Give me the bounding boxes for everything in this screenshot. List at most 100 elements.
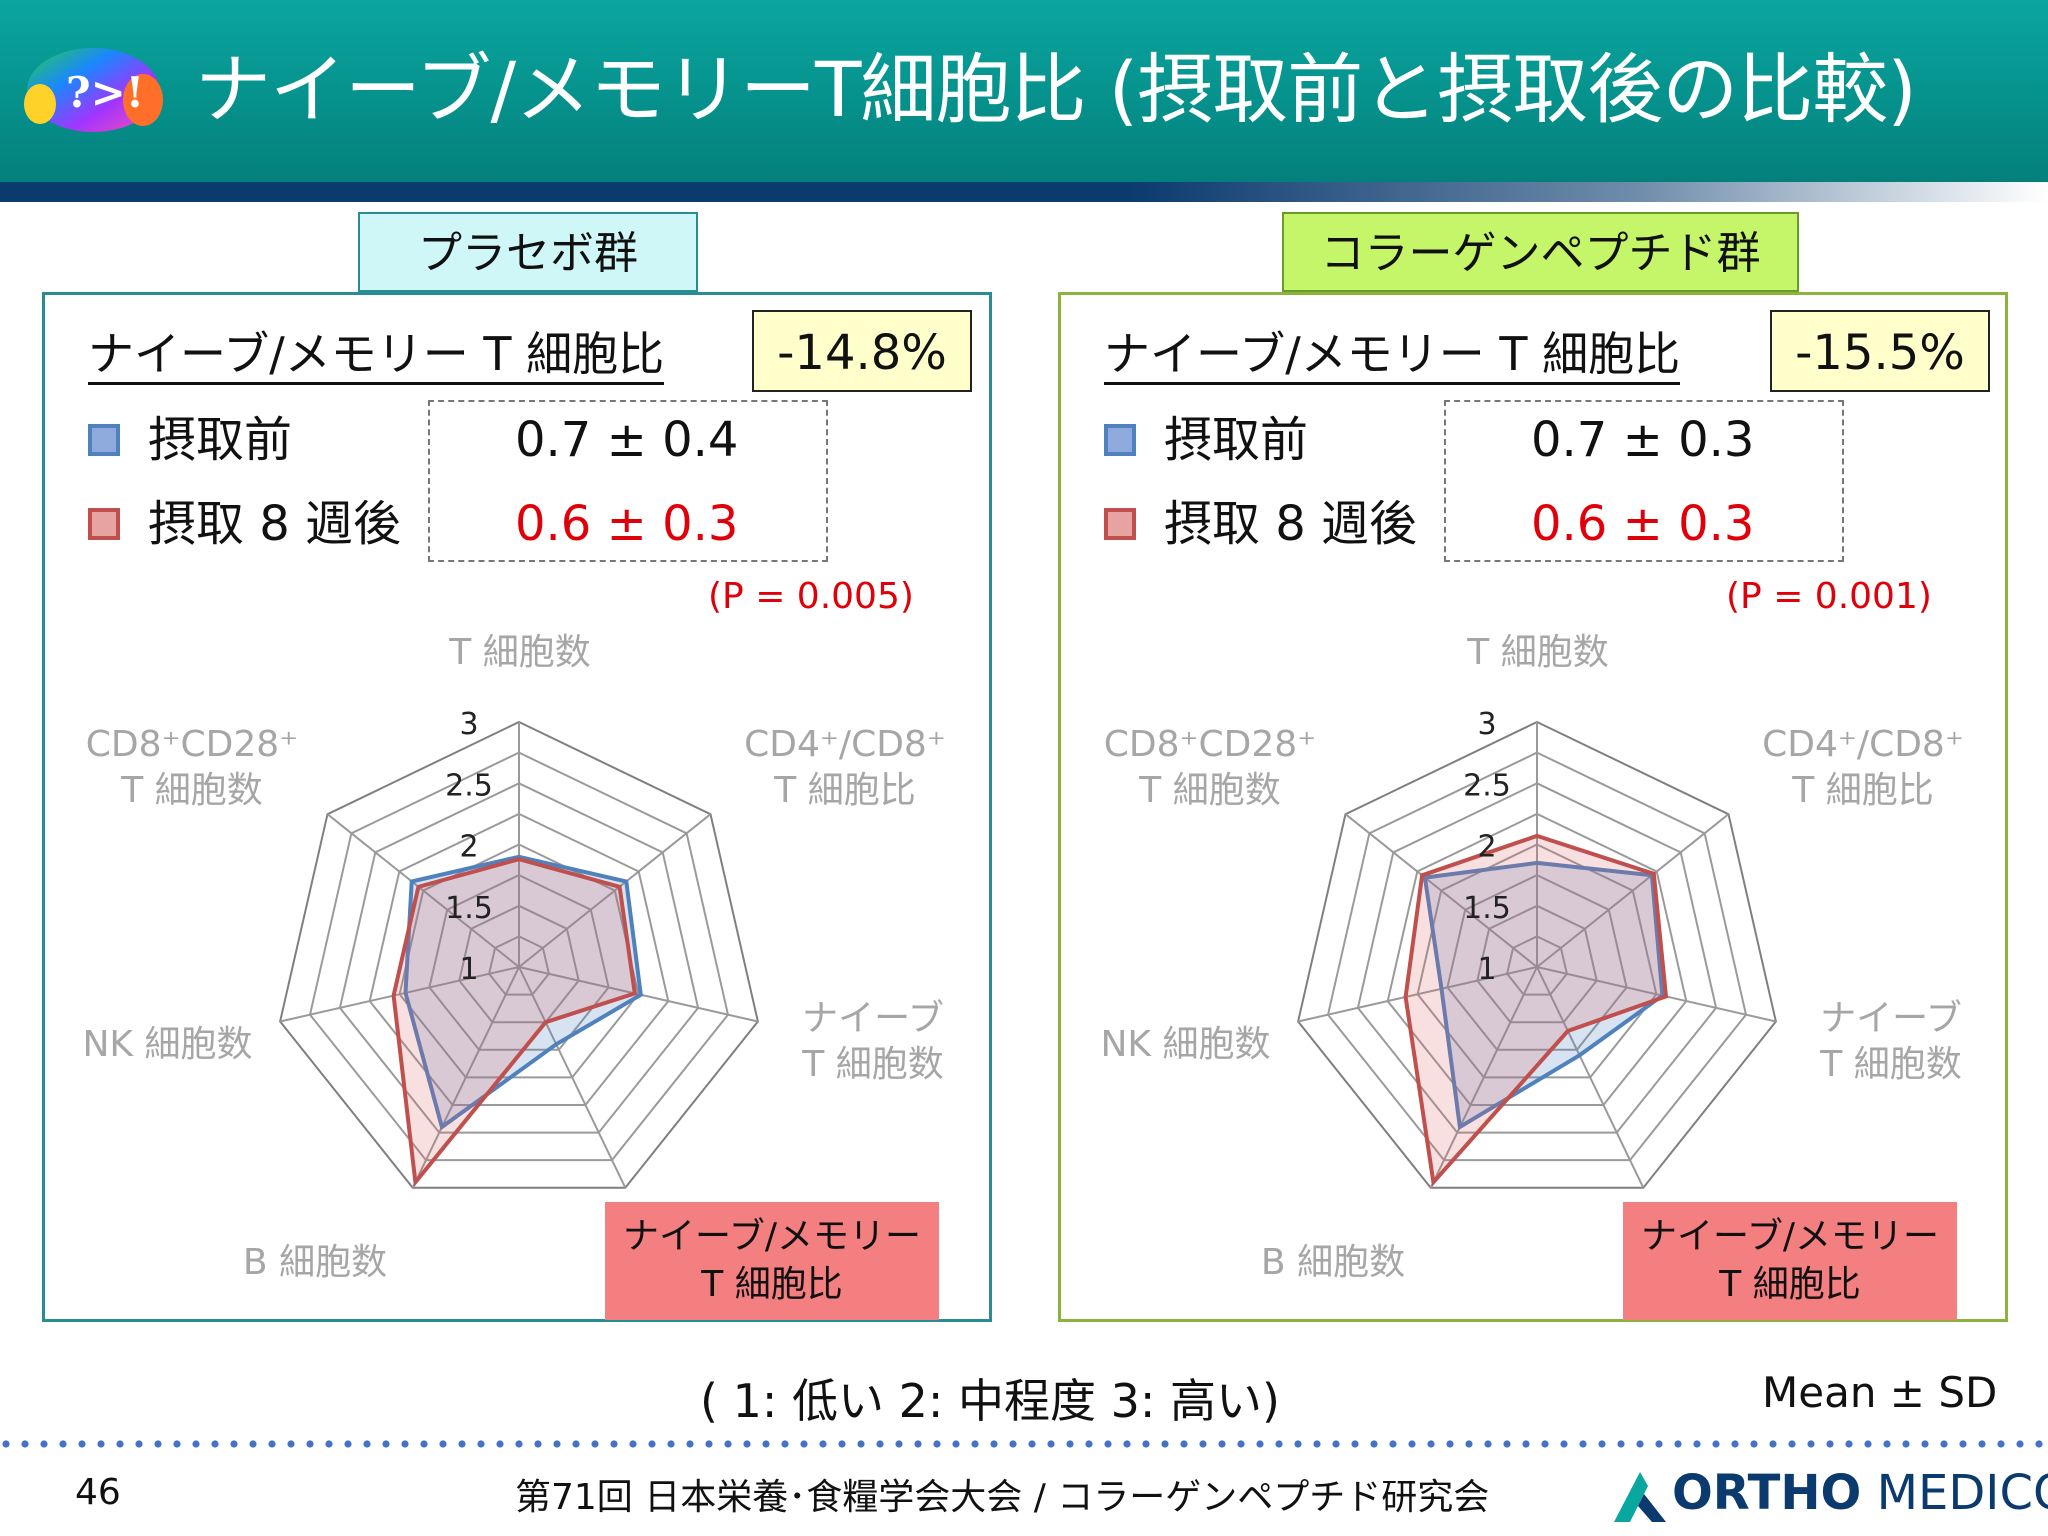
- divider-dot: [116, 1440, 124, 1448]
- radar-grid-ring: [428, 873, 610, 1051]
- divider-dot: [1009, 1440, 1017, 1448]
- radar-grid-ring: [458, 904, 580, 1024]
- divider-dot: [572, 1440, 580, 1448]
- divider-dot: [1883, 1440, 1891, 1448]
- radar-grid-ring: [488, 935, 550, 996]
- series-after-polygon: [391, 857, 638, 1188]
- radar-spoke: [1429, 966, 1538, 1189]
- divider-dot: [1541, 1440, 1549, 1448]
- divider-dot: [952, 1440, 960, 1448]
- radar-grid-ring: [1326, 751, 1748, 1162]
- divider-dot: [800, 1440, 808, 1448]
- divider-dot: [1104, 1440, 1112, 1448]
- divider-dot: [515, 1440, 523, 1448]
- divider-dot: [1180, 1440, 1188, 1448]
- axis-label-nk-cells: NK 細胞数: [82, 1024, 253, 1065]
- divider-dot: [1465, 1440, 1473, 1448]
- divider-dot: [629, 1440, 637, 1448]
- legend-before-swatch: [1104, 424, 1136, 456]
- divider-dot: [1750, 1440, 1758, 1448]
- brand-logo: ORTHO MEDICO: [1608, 1458, 2048, 1528]
- divider-dot: [401, 1440, 409, 1448]
- divider-dot: [1161, 1440, 1169, 1448]
- divider-dot: [1199, 1440, 1207, 1448]
- divider-dot: [325, 1440, 333, 1448]
- radar-spoke: [326, 813, 520, 968]
- divider-dot: [363, 1440, 371, 1448]
- divider-dot: [971, 1440, 979, 1448]
- collagen-after-value: 0.6 ± 0.3: [1531, 496, 1755, 552]
- divider-dot: [420, 1440, 428, 1448]
- radar-grid-ring: [338, 782, 700, 1134]
- header-accent-bar: [0, 182, 2048, 202]
- legend-after-swatch: [88, 508, 120, 540]
- axis-label-t-cells: T 細胞数: [1467, 632, 1609, 673]
- axis-label-naive: ナイーブ T 細胞数: [802, 998, 944, 1085]
- divider-dot: [1028, 1440, 1036, 1448]
- radar-grid-ring: [1476, 904, 1598, 1024]
- radar-grid-ring: [1297, 720, 1777, 1189]
- series-after-polygon: [1403, 833, 1669, 1187]
- radar-grid-ring: [279, 720, 759, 1189]
- divider-dot: [1921, 1440, 1929, 1448]
- divider-dot: [78, 1440, 86, 1448]
- radar-spoke: [1536, 966, 1645, 1189]
- radar-spoke: [1536, 966, 1777, 1023]
- brand-name-ortho: ORTHO: [1672, 1465, 1862, 1521]
- collagen-ratio-title: ナイーブ/メモリー T 細胞比: [1104, 326, 1681, 385]
- placebo-change-badge: -14.8%: [752, 310, 972, 392]
- divider-dot: [1560, 1440, 1568, 1448]
- radar-tick-label: 2.5: [1463, 768, 1511, 803]
- radar-spoke: [279, 966, 520, 1023]
- divider-dot: [1845, 1440, 1853, 1448]
- radar-tick-label: 1.5: [445, 891, 493, 926]
- placebo-p-value: (P = 0.005): [708, 576, 914, 617]
- series-before-polygon: [1422, 860, 1665, 1131]
- divider-dot: [1940, 1440, 1948, 1448]
- placebo-before-value: 0.7 ± 0.4: [515, 412, 739, 468]
- axis-label-b-cells: B 細胞数: [1260, 1242, 1406, 1283]
- divider-dot: [1807, 1440, 1815, 1448]
- divider-dot: [1066, 1440, 1074, 1448]
- radar-spoke: [518, 813, 712, 968]
- collagen-p-value: (P = 0.001): [1726, 576, 1932, 617]
- divider-dot: [268, 1440, 276, 1448]
- divider-dot: [648, 1440, 656, 1448]
- divider-dot: [1313, 1440, 1321, 1448]
- divider-dot: [230, 1440, 238, 1448]
- highlight-ratio-label: ナイーブ/メモリー T 細胞比: [1623, 1202, 1957, 1320]
- divider-dot: [439, 1440, 447, 1448]
- divider-dot: [895, 1440, 903, 1448]
- divider-dot: [344, 1440, 352, 1448]
- divider-dot: [1864, 1440, 1872, 1448]
- legend-before-label: 摂取前: [1164, 412, 1309, 468]
- divider-dot: [1769, 1440, 1777, 1448]
- brand-name-medico: MEDICO: [1876, 1465, 2048, 1521]
- radar-spoke: [411, 966, 520, 1189]
- radar-spoke: [1536, 813, 1730, 968]
- divider-dot: [819, 1440, 827, 1448]
- page-number: 46: [75, 1472, 121, 1513]
- divider-dot: [1788, 1440, 1796, 1448]
- series-before-polygon: [403, 854, 643, 1131]
- collagen-before-value: 0.7 ± 0.3: [1531, 412, 1755, 468]
- divider-dot: [287, 1440, 295, 1448]
- divider-dot: [496, 1440, 504, 1448]
- divider-dot: [1636, 1440, 1644, 1448]
- divider-dot: [1047, 1440, 1055, 1448]
- legend-after-swatch: [1104, 508, 1136, 540]
- divider-dot: [1579, 1440, 1587, 1448]
- divider-dot: [1484, 1440, 1492, 1448]
- radar-spoke: [1344, 813, 1538, 968]
- radar-spoke: [518, 966, 627, 1189]
- legend-before-swatch: [88, 424, 120, 456]
- divider-dot: [743, 1440, 751, 1448]
- axis-label-naive: ナイーブ T 細胞数: [1820, 998, 1962, 1085]
- divider-dot: [1712, 1440, 1720, 1448]
- dotted-divider: [2, 1440, 2043, 1448]
- legend-after-label: 摂取 8 週後: [1164, 496, 1418, 552]
- divider-dot: [1693, 1440, 1701, 1448]
- divider-dot: [59, 1440, 67, 1448]
- divider-dot: [1826, 1440, 1834, 1448]
